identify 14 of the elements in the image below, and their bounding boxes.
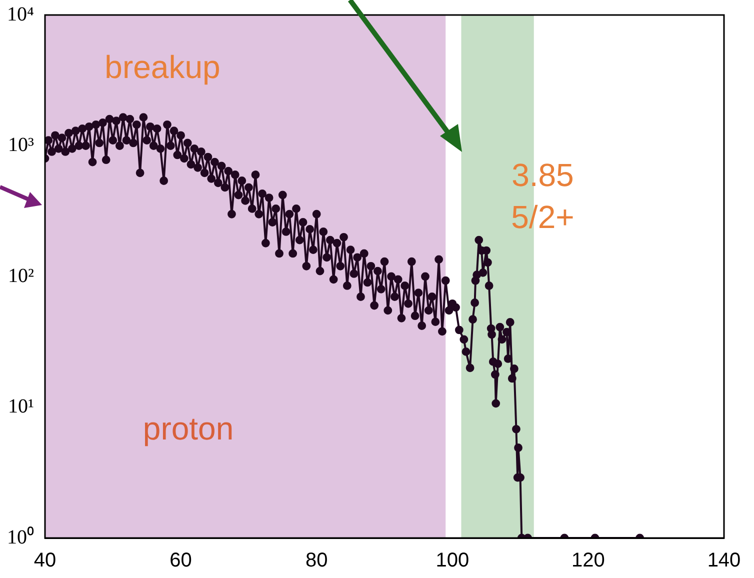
x-tick-label: 80 [305,550,328,572]
x-tick-label: 100 [436,550,470,572]
y-tick-label: 10³ [8,134,34,156]
x-tick-label: 40 [34,550,56,572]
annotation: breakup [104,49,220,86]
y-tick-label: 10¹ [8,396,34,418]
x-tick-label: 120 [572,550,605,572]
annotation: 3.85 5/2+ [511,156,574,235]
annotation: proton [142,410,234,447]
y-tick-label: 10⁰ [7,525,34,548]
y-tick-label: 10⁴ [7,3,34,26]
x-tick-label: 140 [707,550,741,572]
x-tick-label: 60 [170,550,192,572]
y-tick-label: 10² [8,264,34,287]
